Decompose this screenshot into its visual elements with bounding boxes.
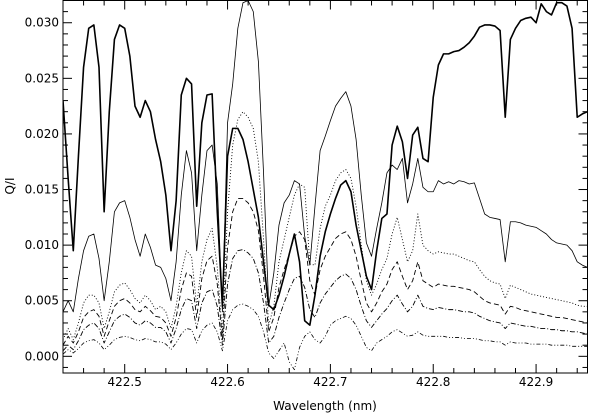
y-tick-label: 0.000 [25,349,59,363]
series-line-dash-dot-dot [63,303,588,371]
series-line-solid [63,0,588,313]
x-tick-label: 422.5 [108,375,142,389]
series-line-dashed [63,197,588,346]
x-tick-label: 422.7 [313,375,347,389]
y-tick-label: 0.020 [25,127,59,141]
series-layer [63,0,588,371]
y-tick-label: 0.005 [25,294,59,308]
x-axis-label: Wavelength (nm) [273,399,377,413]
x-tick-label: 422.6 [210,375,244,389]
y-tick-label: 0.025 [25,71,59,85]
y-tick-label: 0.010 [25,238,59,252]
x-tick-label: 422.9 [519,375,553,389]
x-tick-label: 422.8 [416,375,450,389]
y-tick-label: 0.030 [25,16,59,30]
y-axis-ticks: 0.000 0.005 0.010 0.015 0.020 0.025 0.030 [25,0,588,368]
series-line-dash-dot [63,249,588,352]
x-axis-ticks: 422.5 422.6 422.7 422.8 422.9 [62,0,578,389]
y-tick-label: 0.015 [25,183,59,197]
y-axis-label: Q/I [3,177,17,194]
series-line-dotted [63,111,588,341]
series-line-solid-thick [63,1,588,326]
plot-frame [62,0,588,374]
